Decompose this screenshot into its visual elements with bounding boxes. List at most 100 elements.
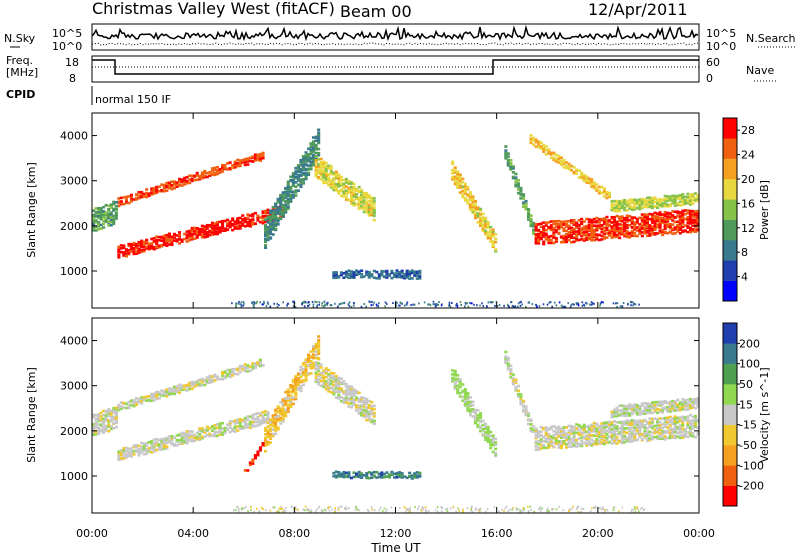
heatmap-cell [317,139,321,143]
heatmap-cell [549,427,553,430]
heatmap-cell [142,195,146,198]
heatmap-cell [573,303,575,306]
heatmap-cell [676,203,680,207]
heatmap-cell [289,390,293,393]
heatmap-cell [529,428,533,431]
heatmap-cell [691,202,695,205]
heatmap-cell [365,402,369,406]
heatmap-cell [597,238,601,242]
heatmap-cell [387,475,391,479]
heatmap-cell [162,443,166,447]
heatmap-cell [348,507,350,509]
heatmap-cell [562,442,566,445]
heatmap-cell [570,234,574,237]
heatmap-cell [283,509,285,511]
heatmap-cell [140,195,144,198]
heatmap-cell [332,471,336,475]
heatmap-cell [155,390,159,394]
heatmap-cell [567,227,571,230]
heatmap-cell [587,218,591,221]
heatmap-cell [203,174,207,178]
heatmap-cell [332,276,336,280]
heatmap-cell [681,193,685,196]
heatmap-cell [276,419,280,422]
heatmap-cell [281,409,285,412]
heatmap-cell [370,400,374,404]
heatmap-cell [137,191,141,194]
heatmap-cell [350,276,354,279]
heatmap-cell [618,200,622,203]
heatmap-cell [645,196,649,200]
heatmap-cell [386,508,388,511]
heatmap-cell [506,303,509,306]
heatmap-cell [160,437,164,441]
heatmap-cell [208,174,212,177]
heatmap-cell [198,434,202,438]
heatmap-cell [592,187,596,190]
heatmap-cell [145,245,149,249]
heatmap-cell [663,211,667,214]
heatmap-cell [567,230,571,234]
heatmap-cell [314,380,318,383]
heatmap-cell [532,428,536,432]
heatmap-cell [167,243,171,246]
heatmap-cell [274,214,278,217]
heatmap-cell [362,411,366,414]
heatmap-cell [686,425,690,428]
heatmap-cell [117,407,121,410]
heatmap-cell [276,197,280,201]
heatmap-cell [264,427,268,430]
heatmap-cell [137,444,141,448]
heatmap-cell [162,441,166,445]
heatmap-cell [577,229,581,233]
heatmap-cell [633,223,637,227]
heatmap-cell [337,177,341,181]
heatmap-cell [312,162,316,165]
heatmap-cell [572,165,576,169]
heatmap-cell [681,199,685,202]
heatmap-cell [661,400,665,404]
heatmap-cell [208,172,212,175]
heatmap-cell [688,421,692,424]
heatmap-cell [428,303,431,306]
heatmap-cell [491,450,495,454]
heatmap-cell [653,227,657,231]
heatmap-cell [385,273,389,277]
heatmap-cell [549,220,553,223]
heatmap-cell [577,428,581,432]
heatmap-cell [193,174,197,178]
heatmap-cell [352,471,356,474]
heatmap-cell [264,246,268,249]
heatmap-cell [185,181,189,185]
heatmap-cell [117,248,121,251]
heatmap-cell [673,421,677,425]
heatmap-cell [693,192,697,195]
heatmap-cell [613,441,617,445]
heatmap-cell [104,203,108,207]
heatmap-cell [620,410,624,413]
heatmap-cell [587,424,591,428]
heatmap-cell [544,431,548,435]
heatmap-cell [534,430,538,434]
heatmap-cell [559,446,563,450]
heatmap-cell [572,223,576,226]
heatmap-cell [317,372,321,376]
heatmap-cell [172,236,176,239]
heatmap-cell [261,442,265,445]
heatmap-cell [602,237,606,240]
heatmap-cell [575,235,579,238]
velocity-colorbar-label: Velocity [m s^-1] [758,367,771,462]
heatmap-cell [370,407,374,411]
heatmap-cell [102,205,106,209]
heatmap-cell [653,400,657,404]
heatmap-cell [635,432,639,435]
heatmap-cell [504,350,508,354]
heatmap-cell [261,221,265,225]
heatmap-cell [630,200,634,204]
heatmap-cell [544,429,548,432]
heatmap-cell [595,434,599,437]
heatmap-cell [266,217,270,221]
heatmap-cell [307,359,311,362]
heatmap-cell [504,153,508,156]
heatmap-cell [440,506,443,509]
